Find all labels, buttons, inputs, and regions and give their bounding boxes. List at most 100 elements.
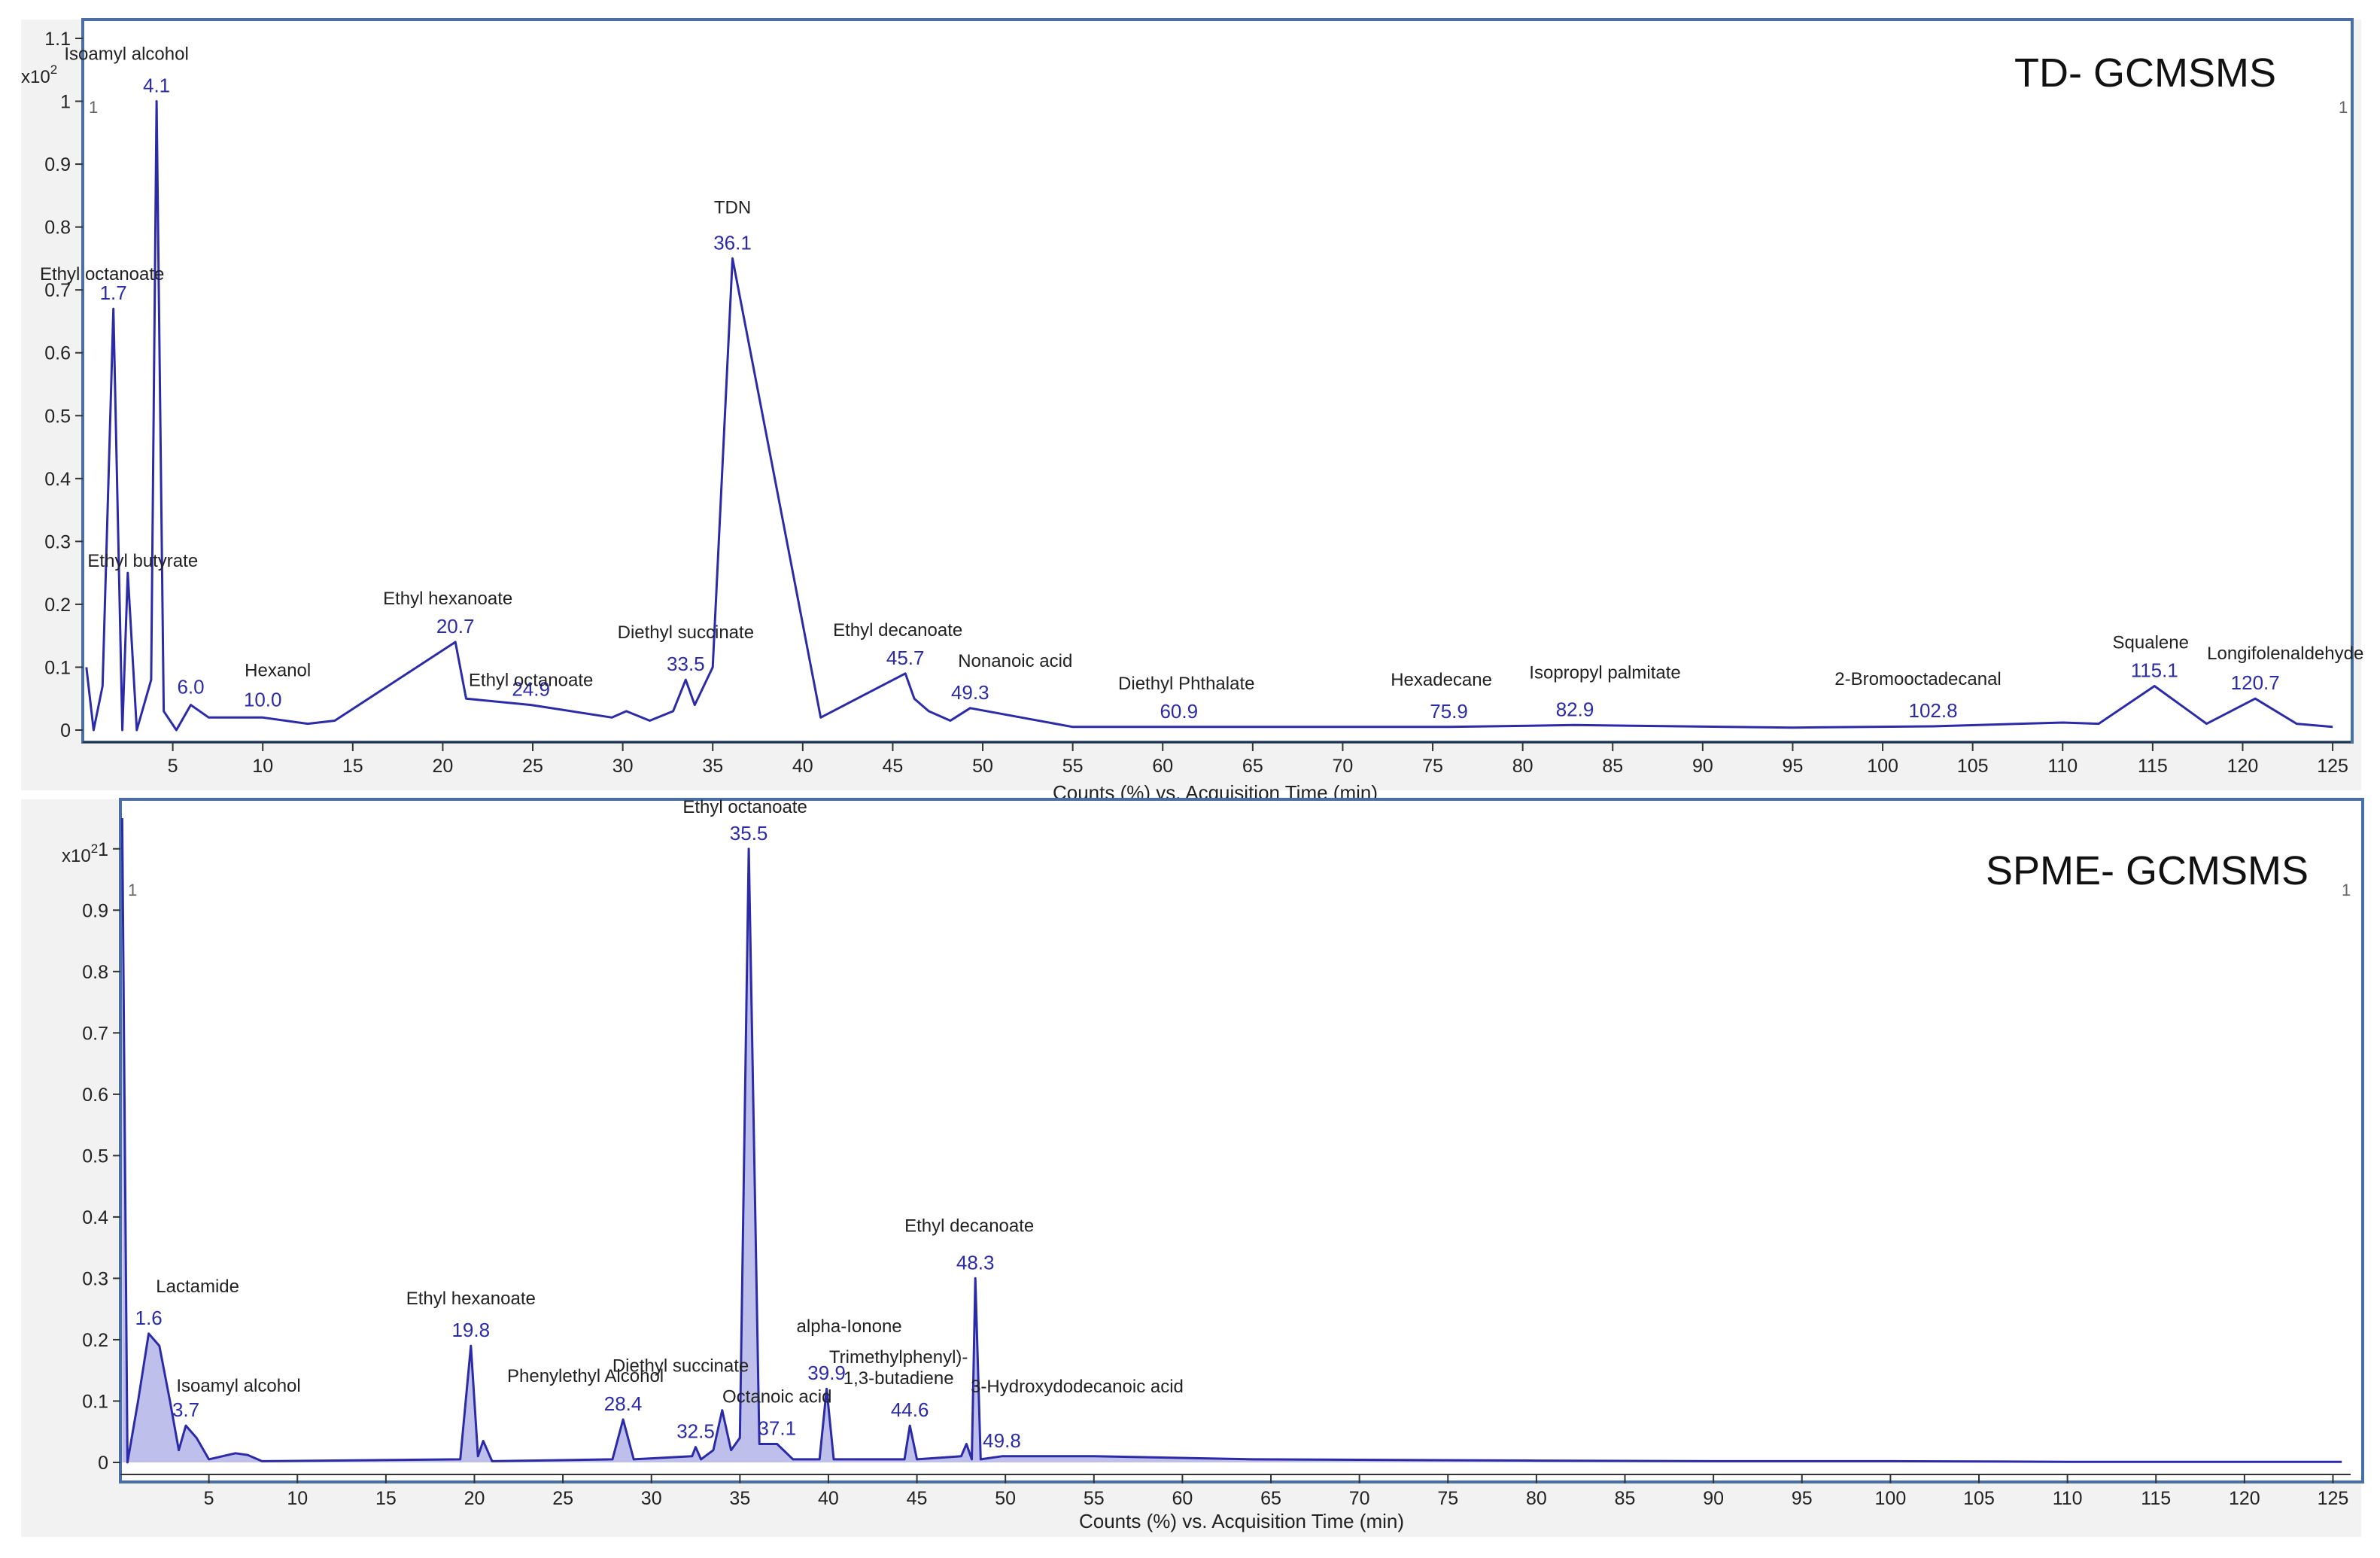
trace-line (120, 817, 2342, 1464)
x-tick-label: 105 (1963, 1488, 1995, 1509)
x-tick-label: 35 (729, 1488, 750, 1509)
x-tick-label: 115 (2138, 756, 2168, 777)
peak-compound-label: Phenylethyl Alcohol (507, 1366, 664, 1386)
peak-compound-label: Ethyl octanoate (469, 671, 593, 691)
peak-compound-label: Nonanoic acid (958, 651, 1072, 671)
y-tick-label: 0 (60, 720, 71, 741)
x-tick-label: 5 (204, 1488, 214, 1509)
y-tick-label: 0.6 (44, 343, 71, 364)
x-tick-label: 60 (1172, 1488, 1193, 1509)
x-tick-label: 100 (1867, 756, 1898, 777)
x-tick-label: 85 (1615, 1488, 1636, 1509)
peak-retention-time: 49.8 (983, 1429, 1021, 1452)
td-y-axis: 0 0.1 0.2 0.3 0.4 0.5 0.6 0.7 0.8 0.9 1 1.1 (44, 29, 83, 741)
spme-y-scale: x102 (62, 841, 98, 866)
x-tick-label: 120 (2227, 756, 2259, 777)
peak-compound-label: Hexadecane (1391, 670, 1492, 690)
peak-retention-time: 1.7 (100, 281, 127, 304)
spme-corner-label-left: 1 (128, 881, 137, 899)
peak-retention-time: 19.8 (451, 1319, 490, 1341)
peak-retention-time: 120.7 (2231, 671, 2280, 694)
x-tick-label: 85 (1602, 756, 1623, 777)
y-tick-label: 0.9 (44, 154, 71, 175)
y-tick-label: 0.4 (44, 469, 71, 490)
peak-compound-label: 2-Bromooctadecanal (1834, 669, 2001, 689)
spme-x-axis: 5 10 15 20 25 30 35 40 45 50 55 60 65 70 75 80 85 90 95 100… (120, 1474, 2351, 1509)
x-tick-label: 125 (2317, 756, 2348, 777)
peak-retention-time: 48.3 (956, 1251, 995, 1273)
td-trace (85, 100, 2333, 732)
x-tick-label: 75 (1422, 756, 1443, 777)
peak-compound-label: Squalene (2113, 633, 2189, 653)
peak-retention-time: 45.7 (886, 647, 925, 669)
trace-line (85, 100, 2333, 732)
peak-retention-time: 28.4 (604, 1392, 643, 1415)
x-tick-label: 50 (995, 1488, 1016, 1509)
y-tick-label: 0.8 (44, 218, 71, 239)
x-tick-label: 90 (1703, 1488, 1724, 1509)
y-tick-label: 0.8 (82, 962, 108, 983)
peak-compound-label: Hexanol (245, 660, 311, 680)
peak-compound-label: Isoamyl alcohol (64, 44, 188, 65)
x-tick-label: 45 (883, 756, 904, 777)
td-plot-frame (81, 18, 2354, 744)
x-tick-label: 110 (2053, 1488, 2083, 1509)
y-tick-label: 0.2 (82, 1330, 108, 1351)
x-tick-label: 25 (552, 1488, 573, 1509)
x-tick-label: 30 (641, 1488, 662, 1509)
y-tick-label: 1 (98, 839, 108, 860)
x-tick-label: 15 (342, 756, 363, 777)
peak-retention-time: 37.1 (758, 1417, 796, 1440)
x-tick-label: 60 (1152, 756, 1173, 777)
td-title: TD- GCMSMS (2014, 50, 2276, 96)
x-tick-label: 80 (1512, 756, 1533, 777)
spme-plot-frame (119, 798, 2364, 1483)
peak-compound-label: Ethyl decanoate (833, 620, 962, 641)
peak-compound-label: Diethyl succinate (612, 1356, 749, 1377)
x-tick-label: 10 (252, 756, 273, 777)
peak-retention-time: 24.9 (512, 678, 550, 701)
x-tick-label: 40 (792, 756, 813, 777)
y-tick-label: 0.7 (82, 1023, 108, 1044)
x-tick-label: 20 (464, 1488, 485, 1509)
x-tick-label: 55 (1084, 1488, 1105, 1509)
spme-y-axis: 0 0.1 0.2 0.3 0.4 0.5 0.6 0.7 0.8 0.9 1 (82, 839, 120, 1474)
td-x-axis: 5 10 15 20 25 30 35 40 45 50 55 60 65 70 75 80 85 90 95 100… (83, 741, 2351, 777)
peak-retention-time: 3.7 (172, 1398, 199, 1421)
peak-compound-label: Ethyl hexanoate (406, 1289, 536, 1309)
x-tick-label: 95 (1783, 756, 1804, 777)
x-tick-label: 40 (818, 1488, 839, 1509)
peak-retention-time: 60.9 (1160, 700, 1198, 723)
x-tick-label: 95 (1792, 1488, 1813, 1509)
x-tick-label: 75 (1437, 1488, 1458, 1509)
x-tick-label: 15 (375, 1488, 397, 1509)
peak-retention-time: 32.5 (676, 1420, 715, 1443)
x-tick-label: 100 (1875, 1488, 1907, 1509)
peak-retention-time: 82.9 (1556, 698, 1594, 720)
x-tick-label: 90 (1692, 756, 1713, 777)
x-tick-label: 50 (972, 756, 993, 777)
peak-compound-label: Isoamyl alcohol (176, 1376, 300, 1396)
x-tick-label: 65 (1260, 1488, 1281, 1509)
y-tick-label: 0.3 (82, 1268, 108, 1289)
peak-compound-label: 3-Hydroxydodecanoic acid (971, 1377, 1184, 1397)
peak-compound-label: Ethyl octanoate (40, 264, 164, 285)
td-corner-label-left: 1 (89, 98, 98, 117)
peak-retention-time: 36.1 (713, 231, 752, 254)
peak-retention-time: 6.0 (177, 676, 204, 698)
peak-retention-time: 33.5 (667, 653, 705, 675)
td-y-scale: x102 (21, 62, 57, 87)
y-tick-label: 0.7 (44, 280, 71, 301)
x-tick-label: 10 (287, 1488, 308, 1509)
spme-gcmsms-panel: SPME- GCMSMS x102 1 1 0 0.1 0.2 0.3 0.4 0.5 0.… (21, 797, 2364, 1537)
x-tick-label: 120 (2229, 1488, 2260, 1509)
y-tick-label: 0.3 (44, 531, 71, 552)
peak-compound-label: Ethyl octanoate (682, 797, 807, 817)
peak-compound-label: Ethyl hexanoate (383, 589, 512, 609)
peak-retention-time: 4.1 (143, 75, 170, 97)
y-tick-label: 0.1 (82, 1391, 108, 1412)
peak-retention-time: 10.0 (244, 688, 282, 711)
peak-compound-label: Lactamide (156, 1277, 239, 1297)
